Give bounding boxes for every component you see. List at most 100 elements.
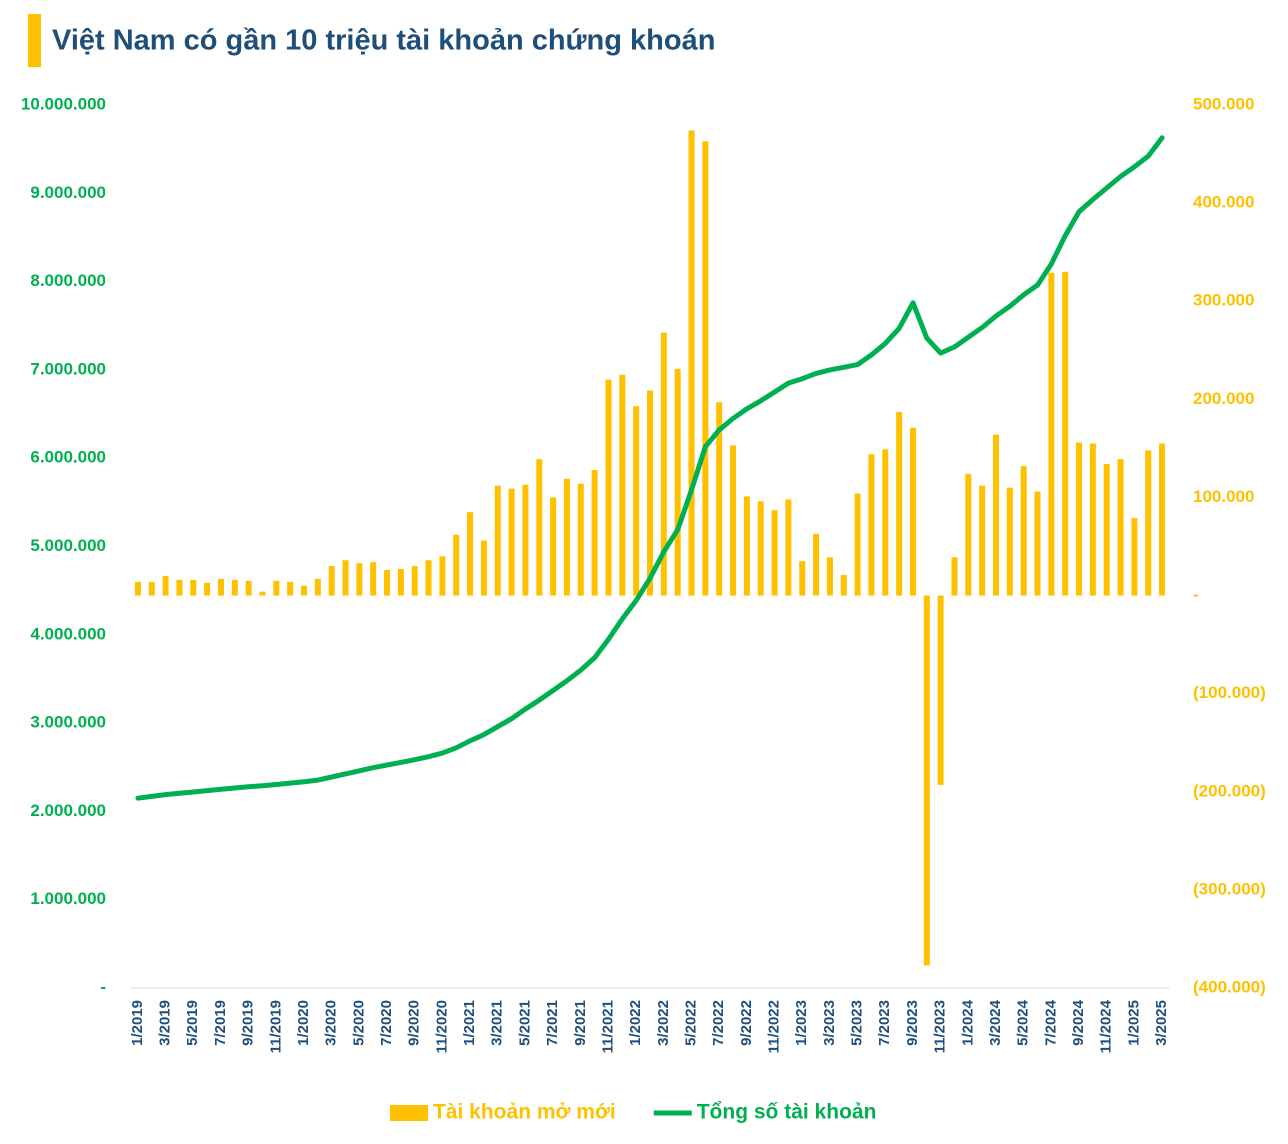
bar bbox=[190, 579, 197, 596]
x-tick-label: 9/2020 bbox=[406, 1000, 423, 1046]
bar bbox=[1076, 442, 1083, 596]
x-tick-label: 9/2024 bbox=[1070, 999, 1087, 1046]
y-tick-label: 6.000.000 bbox=[30, 448, 106, 467]
x-tick-label: 9/2022 bbox=[738, 1000, 755, 1046]
title-accent bbox=[28, 14, 41, 67]
bar bbox=[951, 557, 958, 596]
x-tick-label: 7/2023 bbox=[876, 1000, 893, 1046]
x-tick-label: 9/2023 bbox=[904, 1000, 921, 1046]
x-tick-label: 7/2022 bbox=[710, 1000, 727, 1046]
chart-title: Việt Nam có gần 10 triệu tài khoản chứng… bbox=[52, 25, 715, 57]
bar bbox=[633, 406, 640, 596]
bar bbox=[965, 473, 972, 596]
y2-tick-label: 500.000 bbox=[1193, 94, 1254, 113]
y-tick-label: 4.000.000 bbox=[30, 624, 106, 643]
bar bbox=[1089, 443, 1096, 596]
bar bbox=[328, 566, 335, 596]
x-tick-label: 5/2024 bbox=[1015, 999, 1032, 1046]
bar bbox=[480, 540, 487, 596]
y2-tick-label: 100.000 bbox=[1193, 487, 1254, 506]
x-tick-label: 3/2019 bbox=[157, 1000, 174, 1046]
bar bbox=[840, 574, 847, 596]
bar bbox=[494, 485, 501, 596]
bar bbox=[273, 580, 280, 596]
bar bbox=[342, 560, 349, 596]
y-tick-label: 9.000.000 bbox=[30, 183, 106, 202]
bar bbox=[1062, 271, 1069, 596]
bar bbox=[868, 454, 875, 596]
x-tick-label: 5/2020 bbox=[350, 1000, 367, 1046]
bar bbox=[370, 562, 377, 596]
y2-tick-label: (100.000) bbox=[1193, 683, 1266, 702]
bar bbox=[301, 585, 307, 596]
x-tick-label: 5/2021 bbox=[516, 1000, 533, 1046]
x-tick-label: 3/2025 bbox=[1153, 1000, 1170, 1046]
bar bbox=[1159, 443, 1166, 596]
bar bbox=[688, 130, 695, 596]
x-tick-label: 11/2024 bbox=[1098, 999, 1115, 1053]
bar bbox=[1103, 464, 1110, 596]
bar bbox=[619, 374, 626, 596]
bar bbox=[176, 579, 183, 596]
x-tick-label: 11/2023 bbox=[932, 1000, 949, 1053]
bar bbox=[217, 578, 224, 596]
bar bbox=[647, 390, 653, 596]
bar bbox=[550, 497, 557, 596]
x-tick-label: 3/2021 bbox=[489, 1000, 506, 1046]
bar bbox=[702, 141, 709, 596]
x-tick-label: 7/2024 bbox=[1042, 999, 1059, 1046]
line bbox=[135, 135, 1165, 801]
x-tick-label: 3/2023 bbox=[821, 1000, 838, 1046]
x-tick-label: 7/2020 bbox=[378, 1000, 395, 1046]
bar bbox=[1034, 491, 1041, 596]
bar bbox=[204, 582, 211, 596]
y-tick-label: 10.000.000 bbox=[21, 94, 106, 113]
x-tick-label: 5/2022 bbox=[682, 1000, 699, 1046]
bar bbox=[1145, 450, 1152, 596]
bar bbox=[439, 556, 446, 596]
bar bbox=[231, 579, 238, 596]
bar bbox=[785, 499, 792, 596]
x-tick-label: 3/2024 bbox=[987, 999, 1004, 1046]
y-tick-label: 5.000.000 bbox=[30, 536, 106, 555]
bar bbox=[467, 512, 474, 596]
y2-tick-label: (200.000) bbox=[1193, 781, 1266, 800]
y-tick-label: 1.000.000 bbox=[30, 889, 106, 908]
y-tick-label: 8.000.000 bbox=[30, 271, 106, 290]
legend-swatch bbox=[390, 1105, 428, 1121]
x-tick-label: 9/2019 bbox=[240, 1000, 257, 1046]
bar bbox=[148, 581, 155, 596]
y2-tick-label: 300.000 bbox=[1193, 291, 1254, 310]
x-tick-label: 1/2022 bbox=[627, 1000, 644, 1046]
x-tick-label: 1/2021 bbox=[461, 1000, 478, 1046]
bar bbox=[356, 563, 363, 596]
bar bbox=[1048, 272, 1055, 596]
bar bbox=[771, 510, 778, 596]
legend-label: Tổng số tài khoản bbox=[697, 1101, 877, 1124]
bar bbox=[730, 445, 737, 596]
x-tick-label: 7/2021 bbox=[544, 1000, 561, 1046]
bar bbox=[716, 402, 723, 596]
bar bbox=[563, 478, 570, 596]
x-tick-label: 1/2023 bbox=[793, 1000, 810, 1046]
x-tick-label: 11/2021 bbox=[599, 1000, 616, 1053]
x-tick-label: 1/2019 bbox=[129, 1000, 146, 1046]
x-tick-label: 3/2020 bbox=[323, 1000, 340, 1046]
bar bbox=[162, 575, 169, 596]
bar bbox=[397, 569, 404, 596]
y-tick-label: 7.000.000 bbox=[30, 359, 106, 378]
bar bbox=[522, 484, 529, 596]
bar bbox=[799, 561, 806, 596]
bar bbox=[826, 557, 833, 596]
bar bbox=[923, 595, 930, 966]
bar bbox=[909, 427, 916, 596]
bar bbox=[1006, 487, 1013, 596]
bar bbox=[591, 469, 598, 596]
x-tick-label: 1/2024 bbox=[959, 999, 976, 1046]
bar bbox=[536, 459, 543, 596]
bar bbox=[508, 488, 515, 596]
x-tick-label: 9/2021 bbox=[572, 1000, 589, 1046]
legend-label: Tài khoản mở mới bbox=[433, 1101, 616, 1124]
bar bbox=[134, 581, 141, 596]
x-tick-label: 7/2019 bbox=[212, 1000, 229, 1046]
